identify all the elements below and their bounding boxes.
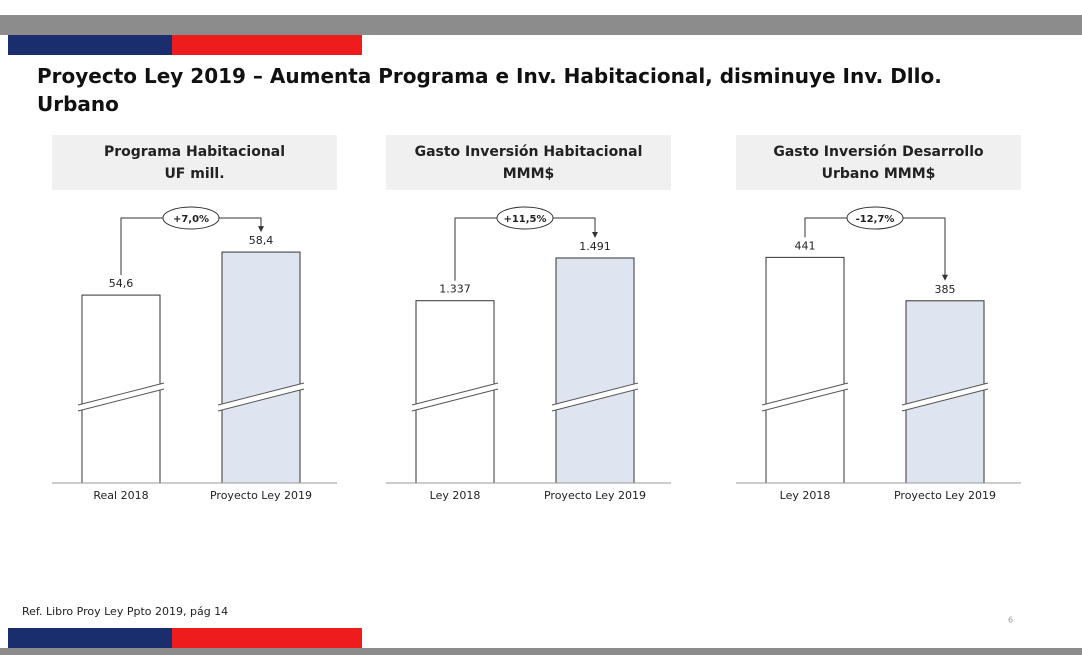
axis-break	[551, 388, 639, 412]
axis-break	[901, 383, 989, 411]
axis-break	[551, 383, 639, 411]
change-bubble	[846, 206, 904, 230]
value-label: 441	[795, 239, 816, 252]
axis-break	[901, 388, 989, 412]
page-number: 6	[1008, 616, 1013, 625]
panel-header	[736, 135, 1021, 190]
chart-title: Gasto Inversión Desarrollo	[773, 144, 984, 160]
top-bar	[0, 15, 1082, 35]
axis-break	[761, 388, 849, 412]
change-label: +11,5%	[503, 214, 546, 225]
value-label: 1.337	[439, 283, 471, 296]
axis-break	[901, 382, 989, 406]
bar	[765, 256, 845, 484]
x-tick-label: Ley 2018	[430, 489, 481, 502]
change-bubble	[496, 206, 554, 230]
change-bubble	[162, 206, 220, 230]
axis-break	[551, 382, 639, 406]
bar	[221, 251, 301, 484]
panel-header	[52, 135, 337, 190]
axis-break	[411, 382, 499, 406]
footer: Ref. Libro Proy Ley Ppto 2019, pág 14	[22, 605, 228, 618]
x-tick-label: Proyecto Ley 2019	[894, 489, 996, 502]
value-label: 385	[935, 283, 956, 296]
axis-break	[411, 383, 499, 411]
axis-break	[761, 382, 849, 406]
axis-break	[761, 383, 849, 411]
chart-title: Programa Habitacional	[104, 144, 285, 160]
x-tick-label: Ley 2018	[780, 489, 831, 502]
bar	[555, 257, 635, 484]
x-tick-label: Proyecto Ley 2019	[210, 489, 312, 502]
value-label: 54,6	[109, 277, 134, 290]
value-label: 1.491	[579, 240, 611, 253]
chart-title: MMM$	[503, 166, 555, 182]
axis-break	[217, 388, 305, 412]
change-arrowhead	[942, 274, 948, 281]
x-tick-label: Proyecto Ley 2019	[544, 489, 646, 502]
bottom-stripe-red	[172, 628, 362, 648]
chart-title: Urbano MMM$	[822, 166, 936, 182]
bottom-stripe-blue	[8, 628, 172, 648]
axis-break	[77, 388, 165, 412]
slide-title: Proyecto Ley 2019 – Aumenta Programa e I…	[37, 64, 942, 116]
change-label: +7,0%	[173, 214, 209, 225]
change-label: -12,7%	[856, 214, 895, 225]
bottom-bar	[0, 648, 1082, 655]
axis-break	[217, 382, 305, 406]
x-tick-label: Real 2018	[93, 489, 148, 502]
axis-break	[77, 382, 165, 406]
chart-title: UF mill.	[164, 166, 224, 182]
top-stripe-blue	[8, 35, 172, 55]
axis-break	[411, 388, 499, 412]
top-stripe-red	[172, 35, 362, 55]
change-arrowhead	[592, 231, 598, 238]
value-label: 58,4	[249, 234, 274, 247]
chart-title: Gasto Inversión Habitacional	[415, 144, 643, 160]
axis-break	[217, 383, 305, 411]
change-arrowhead	[258, 226, 264, 233]
panel-header	[386, 135, 671, 190]
axis-break	[77, 383, 165, 411]
